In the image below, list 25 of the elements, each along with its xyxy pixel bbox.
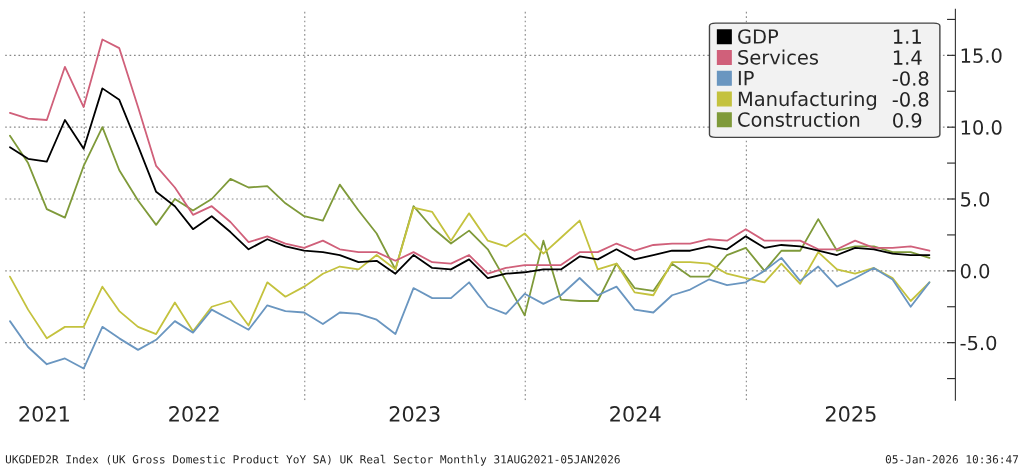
legend-label: Manufacturing — [738, 91, 877, 110]
x-tick-label: 2022 — [169, 406, 219, 422]
x-tick-label: 2023 — [389, 406, 440, 422]
line-series — [9, 257, 931, 370]
legend-label: Services — [738, 49, 819, 65]
y-tick-label: 10.0 — [961, 120, 1002, 135]
legend-label: GDP — [738, 29, 779, 44]
legend-label: IP — [738, 70, 754, 86]
line-series — [9, 87, 931, 279]
legend-label: Construction — [738, 111, 860, 127]
annotation: -0.8 — [892, 71, 929, 86]
text: UKGDED2R Index (UK Gross Domestic Product YoY SA) UK Real Sector Monthly 31AUG2021-05JAN2026 — [5, 454, 620, 466]
annotation: -0.8 — [892, 92, 929, 107]
x-tick-label: 2024 — [610, 406, 661, 422]
text: 05-Jan-2026 10:36:47 — [885, 455, 1019, 464]
line-series — [9, 126, 931, 317]
x-tick-label: 2021 — [19, 406, 69, 422]
y-tick-label: -5.0 — [960, 335, 997, 351]
annotation: 1.4 — [893, 50, 922, 65]
y-tick-label: 15.0 — [961, 48, 1002, 63]
y-tick-label: 5.0 — [961, 191, 990, 207]
annotation: 0.9 — [893, 113, 922, 128]
y-tick-label: 0.0 — [960, 263, 990, 279]
x-tick-label: 2025 — [825, 406, 876, 422]
annotation: 1.1 — [893, 29, 921, 44]
